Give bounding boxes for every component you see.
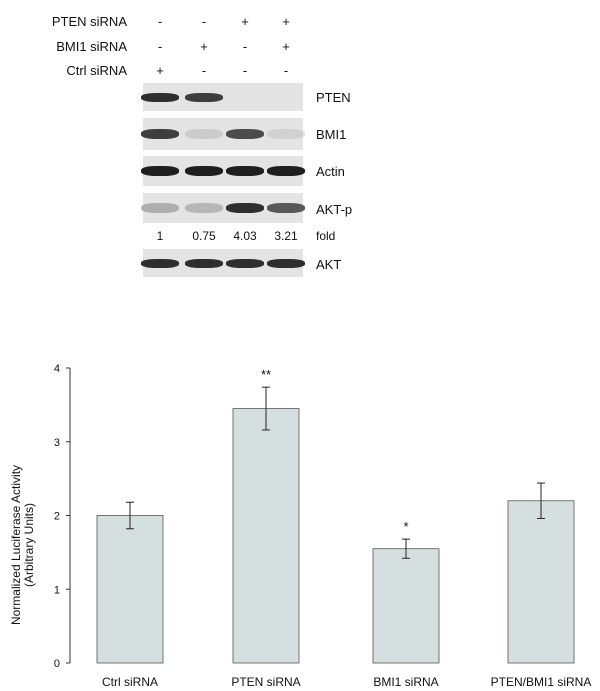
sign: - [242, 63, 248, 78]
category-label: PTEN/BMI1 siRNA [491, 675, 592, 689]
sign: - [157, 14, 163, 29]
y-axis-label-line1: Normalized Luciferase Activity [9, 465, 23, 625]
bar [507, 500, 575, 664]
sign: + [156, 63, 164, 78]
blot-band [141, 129, 179, 139]
y-tick-label: 3 [54, 437, 60, 449]
sign: + [282, 14, 290, 29]
bar [232, 408, 300, 664]
blot-band [226, 129, 264, 139]
blot-band [185, 129, 223, 139]
plot-area: 0 1 2 3 4 Ctrl siRNA ** PTEN siRNA * BMI1 siRNA PT… [54, 363, 591, 689]
blot-band [141, 259, 179, 268]
sign: - [242, 39, 248, 54]
blot-label-actin: Actin [316, 164, 345, 179]
blot-band [226, 166, 264, 176]
blot-band [267, 129, 305, 139]
category-label: Ctrl siRNA [102, 675, 158, 689]
blot-band [226, 259, 264, 268]
condition-label-pten: PTEN siRNA [51, 14, 127, 29]
y-tick-label: 1 [54, 584, 60, 596]
blot-band [141, 166, 179, 176]
fold-value: 0.75 [192, 229, 216, 243]
sign: - [283, 63, 289, 78]
y-axis-label: Normalized Luciferase Activity (Arbitrar… [9, 465, 36, 625]
blot-panel-actin [141, 156, 305, 186]
sign: + [200, 39, 208, 54]
luciferase-bar-chart: Normalized Luciferase Activity (Arbitrar… [9, 363, 591, 689]
bar [96, 515, 164, 664]
sign: + [241, 14, 249, 29]
blot-band [185, 203, 223, 213]
blot-band [185, 166, 223, 176]
blot-panel-bmi1 [141, 118, 305, 150]
blot-band [267, 166, 305, 176]
condition-label-ctrl: Ctrl siRNA [66, 63, 127, 78]
blot-label-pten: PTEN [316, 90, 351, 105]
fold-label: fold [316, 229, 336, 243]
y-tick-label: 0 [54, 658, 60, 670]
fold-value: 3.21 [274, 229, 298, 243]
blot-band [185, 93, 223, 102]
blot-panel-akt [141, 249, 305, 277]
sign: - [201, 14, 207, 29]
fold-value: 1 [156, 229, 164, 243]
condition-label-bmi1: BMI1 siRNA [56, 39, 127, 54]
sign: - [157, 39, 163, 54]
blot-band [141, 203, 179, 213]
sign: + [282, 39, 290, 54]
significance-marker: ** [261, 367, 271, 382]
blot-band [226, 203, 264, 213]
blot-panel-pten [141, 83, 303, 111]
y-tick-label: 2 [54, 511, 60, 523]
blot-label-bmi1: BMI1 [316, 127, 347, 142]
sign: - [201, 63, 207, 78]
blot-band [141, 93, 179, 102]
blot-band [267, 259, 305, 268]
blot-label-akt: AKT [316, 257, 342, 272]
fold-value: 4.03 [233, 229, 257, 243]
category-label: BMI1 siRNA [373, 675, 438, 689]
bar [372, 548, 440, 664]
blot-band [267, 203, 305, 213]
blot-label-akt-p: AKT-p [316, 202, 353, 217]
blot-band [185, 259, 223, 268]
y-axis-label-line2: (Arbitrary Units) [22, 503, 36, 587]
significance-marker: * [403, 519, 408, 534]
y-tick-label: 4 [54, 363, 60, 375]
blot-panel-akt-p [141, 193, 305, 223]
category-label: PTEN siRNA [231, 675, 300, 689]
